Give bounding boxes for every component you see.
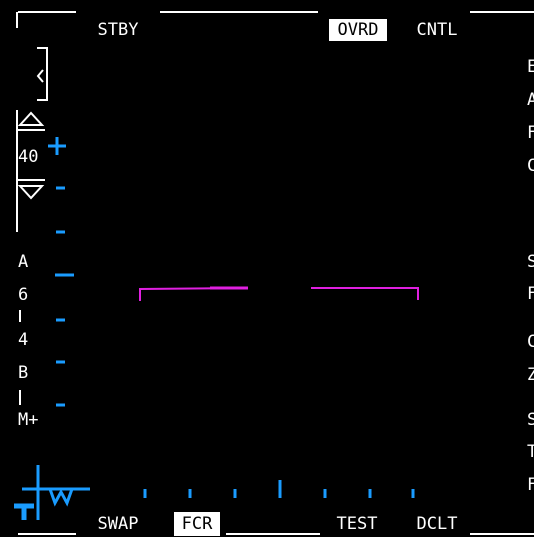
left-label: A	[18, 252, 28, 272]
frame	[16, 11, 534, 535]
right-button-label[interactable]: F	[527, 284, 534, 304]
bottom-button-label[interactable]: FCR	[182, 514, 213, 534]
ovrd-highlight	[329, 19, 387, 41]
ownship-symbol	[14, 465, 90, 520]
right-button-label[interactable]: S	[527, 410, 534, 430]
right-button-label[interactable]: C	[527, 156, 534, 176]
range-ticks	[48, 137, 74, 407]
right-button-label[interactable]: S	[527, 252, 534, 272]
fcr-highlight	[174, 512, 220, 536]
top-button-label[interactable]: OVRD	[338, 20, 379, 40]
bottom-button-label[interactable]: DCLT	[417, 514, 458, 534]
bottom-button-label[interactable]: TEST	[337, 514, 378, 534]
right-button-label[interactable]: Z	[527, 365, 534, 385]
left-label: 6	[18, 285, 28, 305]
top-button-label[interactable]: CNTL	[417, 20, 458, 40]
left-label: 40	[18, 147, 38, 167]
bottom-button-label[interactable]: SWAP	[98, 514, 139, 534]
altitude-scale	[17, 47, 48, 405]
right-button-label[interactable]: E	[527, 57, 534, 77]
left-label: M+	[18, 410, 38, 430]
right-button-label[interactable]: F	[527, 123, 534, 143]
left-label: 4	[18, 330, 28, 350]
top-button-label[interactable]: STBY	[98, 20, 139, 40]
right-button-label[interactable]: T	[527, 442, 534, 462]
left-label: B	[18, 363, 28, 383]
right-button-label[interactable]: F	[527, 475, 534, 495]
azimuth-ticks	[143, 480, 415, 498]
right-button-label[interactable]: A	[527, 90, 534, 110]
right-button-label[interactable]: C	[527, 332, 534, 352]
cursor-bracket	[139, 286, 419, 301]
